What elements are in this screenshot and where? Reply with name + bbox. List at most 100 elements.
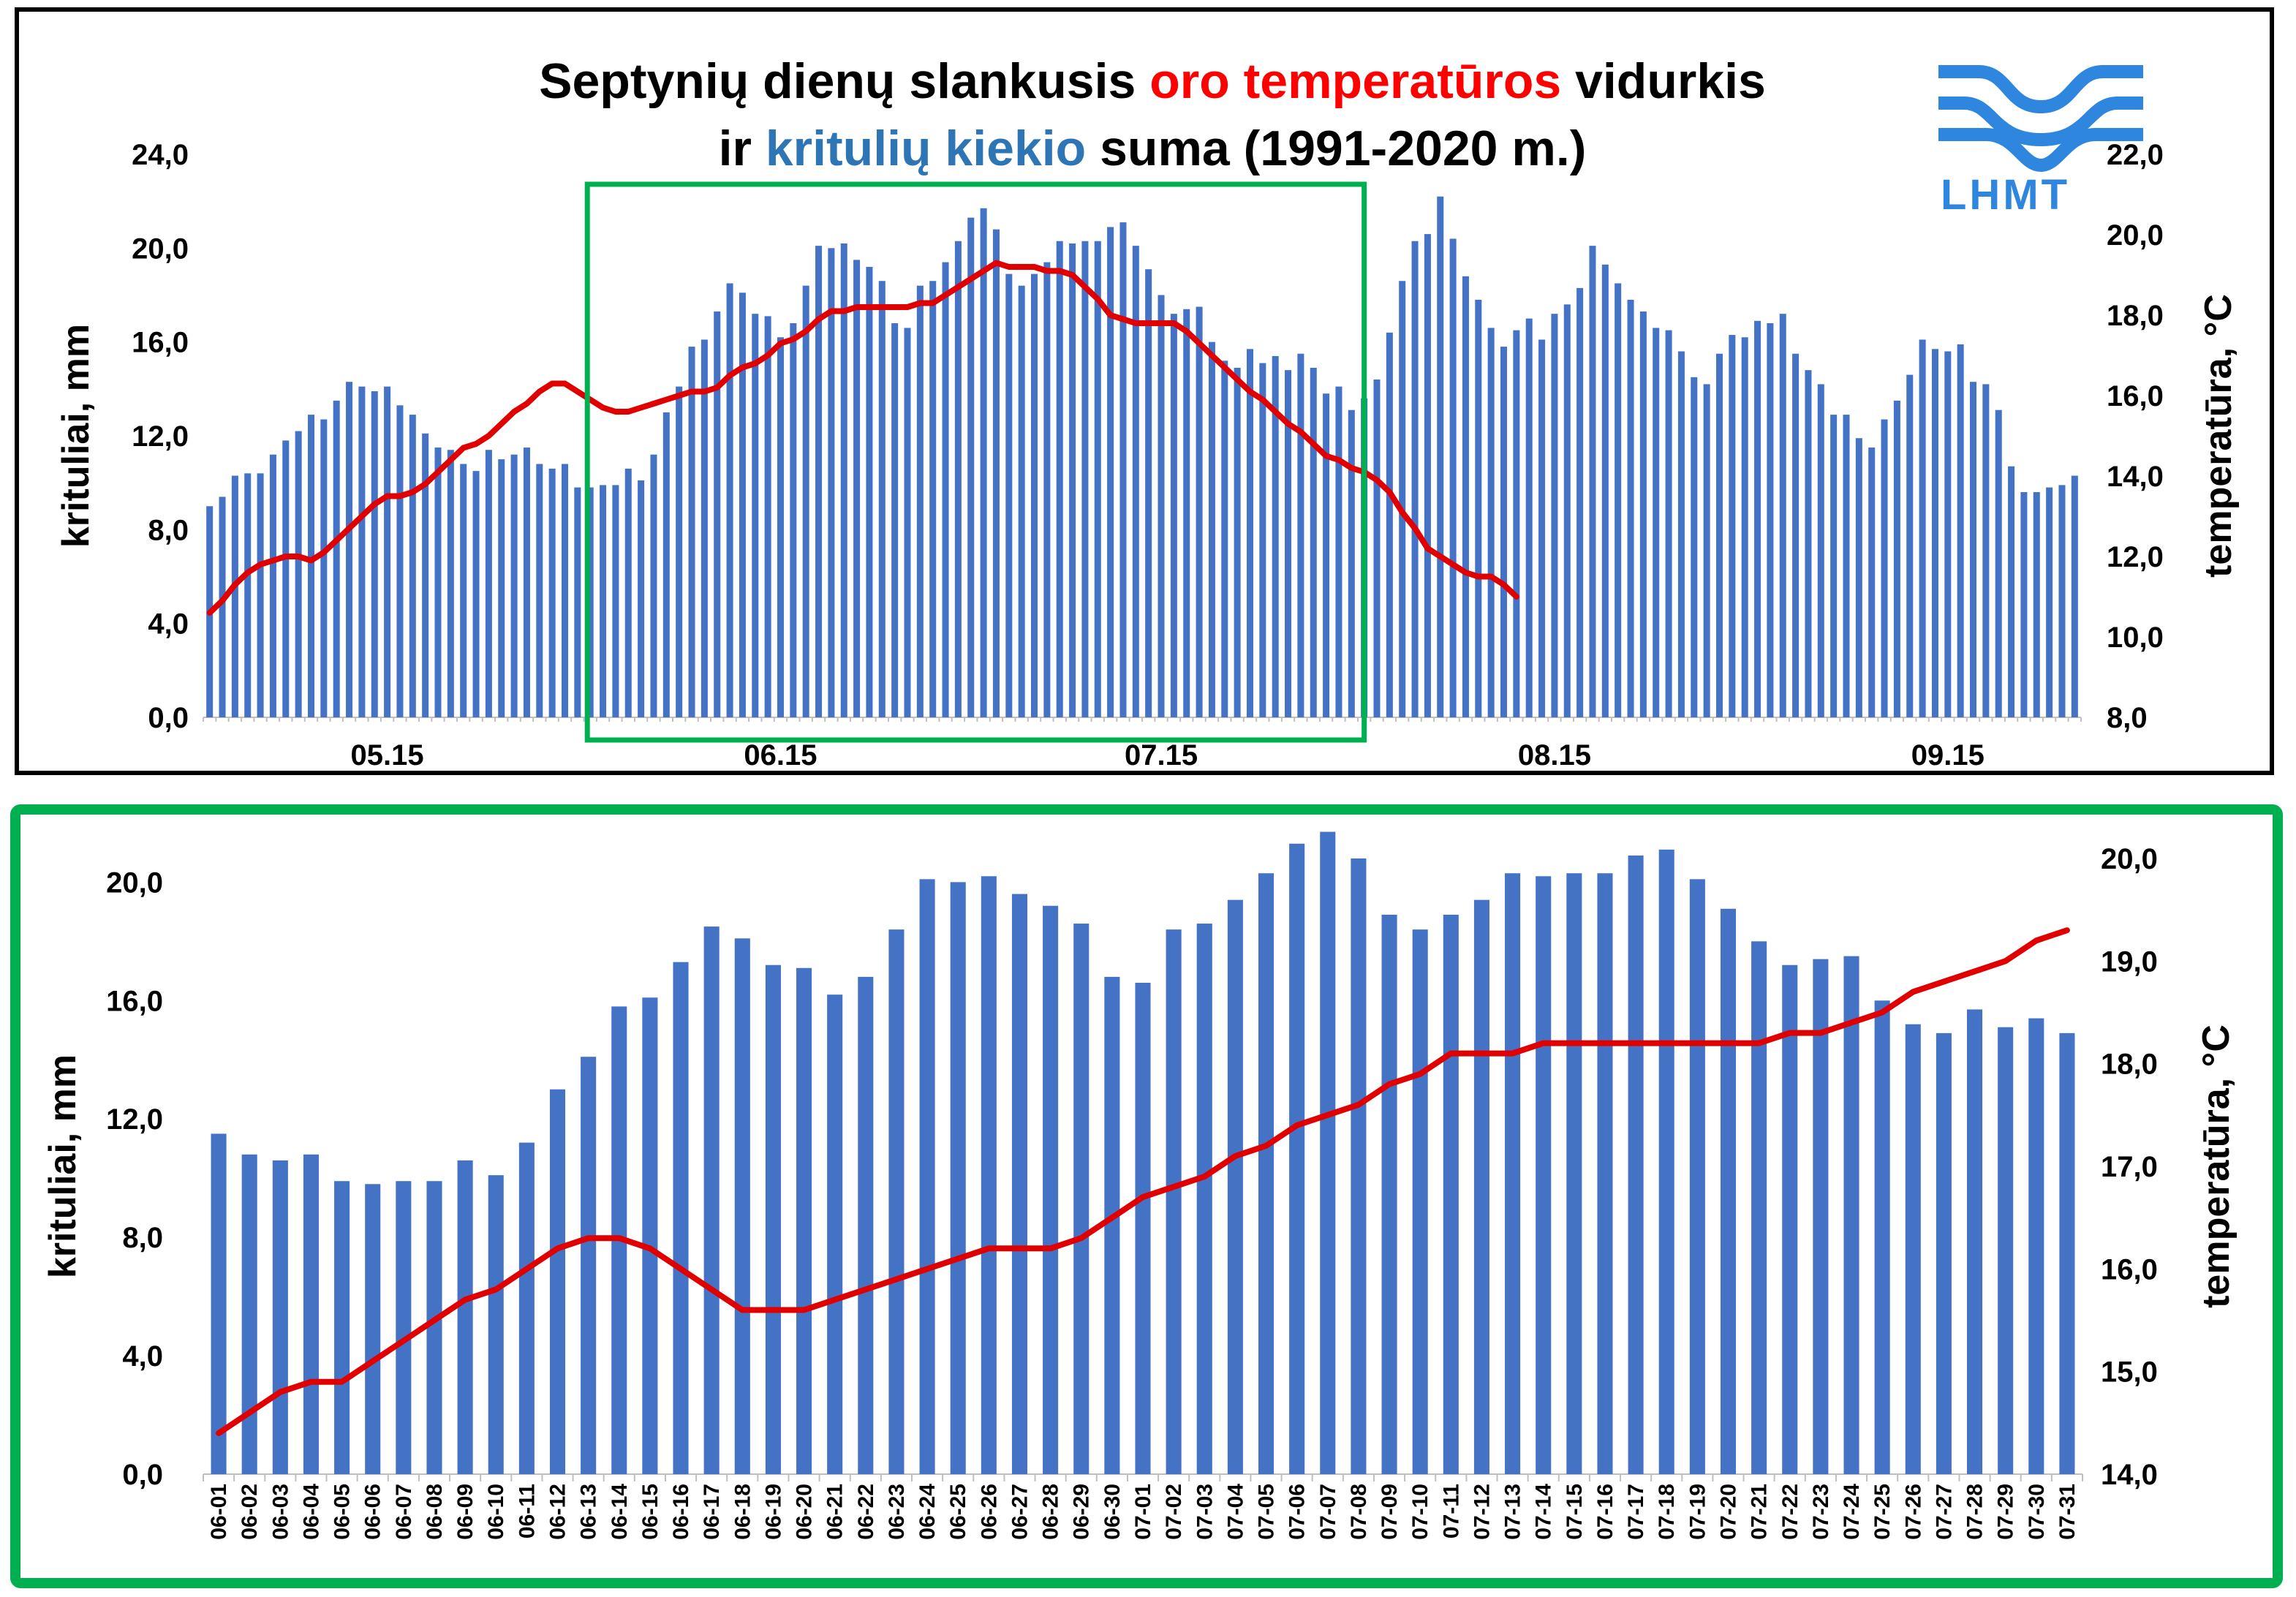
x-date-label: 06-06 (361, 1484, 385, 1540)
precipitation-bar (1335, 386, 1343, 717)
right-y-tick-label: 16,0 (2107, 380, 2164, 412)
left-y-tick-label: 0,0 (148, 702, 189, 734)
precipitation-bar (967, 217, 975, 717)
precipitation-bar (2020, 492, 2028, 717)
x-date-label: 06-22 (854, 1484, 878, 1540)
precipitation-bar (1221, 360, 1228, 717)
precipitation-bar (1227, 899, 1243, 1474)
x-date-label: 06-24 (915, 1484, 940, 1540)
left-y-tick-label: 0,0 (122, 1459, 163, 1491)
title-blue-part: kritulių kiekio (766, 121, 1086, 176)
precipitation-bar (1919, 339, 1926, 717)
precipitation-bar (1018, 285, 1025, 718)
x-date-label: 06-17 (700, 1484, 724, 1540)
lhmt-logo-text: LHMT (1941, 171, 2070, 219)
precipitation-bar (472, 471, 480, 717)
precipitation-bar (1505, 873, 1521, 1474)
precipitation-bar (1653, 328, 1660, 718)
precipitation-bar (992, 229, 1000, 718)
title-red-part: oro temperatūros (1149, 53, 1561, 109)
precipitation-bar (919, 879, 935, 1474)
precipitation-bar (1874, 1000, 1890, 1474)
x-date-label: 06-12 (546, 1484, 570, 1540)
precipitation-bar (1589, 246, 1596, 717)
left-y-tick-label: 12,0 (106, 1103, 163, 1136)
precipitation-bar (734, 938, 750, 1474)
x-date-label: 07-26 (1901, 1484, 1925, 1540)
x-date-label: 06-30 (1100, 1484, 1125, 1540)
precipitation-bar (2058, 485, 2066, 717)
precipitation-bar (1208, 341, 1215, 718)
precipitation-bar (1893, 400, 1900, 717)
highlight-rectangle (584, 181, 1367, 743)
x-date-label: 06-27 (1008, 1484, 1032, 1540)
precipitation-bar (518, 1142, 535, 1474)
precipitation-bar (1272, 355, 1279, 717)
precipitation-bar (303, 1154, 319, 1474)
precipitation-bar (2008, 466, 2015, 717)
precipitation-bar (891, 323, 899, 717)
bottom-chart: 0,0 4,0 8,0 12,0 16,0 20,0 14,0 15,0 16,0 17,0 18,… (42, 831, 2238, 1540)
precipitation-bar (574, 487, 581, 717)
precipitation-bar (1373, 380, 1381, 717)
precipitation-bar (1234, 367, 1241, 717)
precipitation-bar (219, 497, 226, 717)
precipitation-bar (1817, 384, 1824, 717)
precipitation-bar (1691, 377, 1698, 717)
top-precipitation-bars (206, 196, 2078, 718)
precipitation-bar (1677, 351, 1685, 717)
x-tick-label: 06.15 (744, 739, 817, 771)
title-line-2: ir kritulių kiekio suma (1991-2020 m.) (719, 121, 1587, 176)
top-axes: 0,0 4,0 8,0 12,0 16,0 20,0 24,0 8,0 10,0 12,0 14,0… (55, 139, 2240, 771)
precipitation-bar (1906, 374, 1914, 717)
right-y-axis-title: temperatūra, °C (2195, 1024, 2238, 1308)
x-date-label: 06-08 (423, 1484, 447, 1540)
x-date-label: 06-18 (730, 1484, 755, 1540)
left-y-tick-label: 4,0 (148, 608, 189, 641)
precipitation-bar (1513, 330, 1520, 717)
precipitation-bar (307, 415, 314, 717)
x-date-label: 07-20 (1716, 1484, 1740, 1540)
precipitation-bar (840, 243, 847, 718)
precipitation-bar (282, 440, 290, 717)
x-date-label: 07-30 (2025, 1484, 2049, 1540)
bottom-chart-panel: 0,0 4,0 8,0 12,0 16,0 20,0 14,0 15,0 16,0 17,0 18,… (10, 804, 2283, 1588)
right-y-tick-label: 12,0 (2107, 541, 2164, 573)
lhmt-logo: LHMT (1938, 65, 2143, 219)
precipitation-bar (2059, 1032, 2075, 1474)
title-line-1-suffix: vidurkis (1561, 53, 1766, 109)
right-y-tick-label: 20,0 (2101, 843, 2158, 875)
precipitation-bar (739, 292, 746, 718)
right-y-tick-label: 18,0 (2107, 300, 2164, 332)
precipitation-bar (1741, 337, 1748, 717)
precipitation-bar (1805, 370, 1812, 717)
title-line-1-prefix: Septynių dienų slankusis (539, 53, 1149, 109)
precipitation-bar (1473, 899, 1489, 1474)
precipitation-bar (1944, 351, 1952, 717)
bottom-axes: 0,0 4,0 8,0 12,0 16,0 20,0 14,0 15,0 16,0 17,0 18,… (42, 843, 2238, 1540)
x-date-label: 07-06 (1285, 1484, 1310, 1540)
x-date-label: 06-28 (1039, 1484, 1063, 1540)
right-y-tick-label: 15,0 (2101, 1356, 2158, 1389)
precipitation-bar (1881, 419, 1888, 717)
temperature-line (216, 927, 2070, 1436)
precipitation-bar (371, 391, 378, 717)
precipitation-bar (1135, 983, 1151, 1474)
precipitation-bar (488, 1175, 504, 1474)
precipitation-bar (1703, 384, 1710, 717)
precipitation-bar (396, 405, 404, 717)
x-date-label: 06-23 (885, 1484, 909, 1540)
precipitation-bar (536, 464, 543, 717)
precipitation-bar (1576, 287, 1584, 717)
precipitation-bar (1412, 929, 1428, 1474)
precipitation-bar (714, 311, 721, 717)
x-tick-label: 08.15 (1518, 739, 1591, 771)
x-date-label: 06-25 (946, 1484, 970, 1540)
precipitation-bar (1196, 924, 1212, 1474)
precipitation-bar (257, 473, 264, 717)
x-date-label: 06-07 (392, 1484, 416, 1540)
right-y-axis-title: temperatūra, °C (2197, 294, 2240, 578)
precipitation-bar (1424, 234, 1431, 717)
top-temperature-line (206, 260, 1519, 616)
precipitation-bar (1779, 314, 1786, 718)
